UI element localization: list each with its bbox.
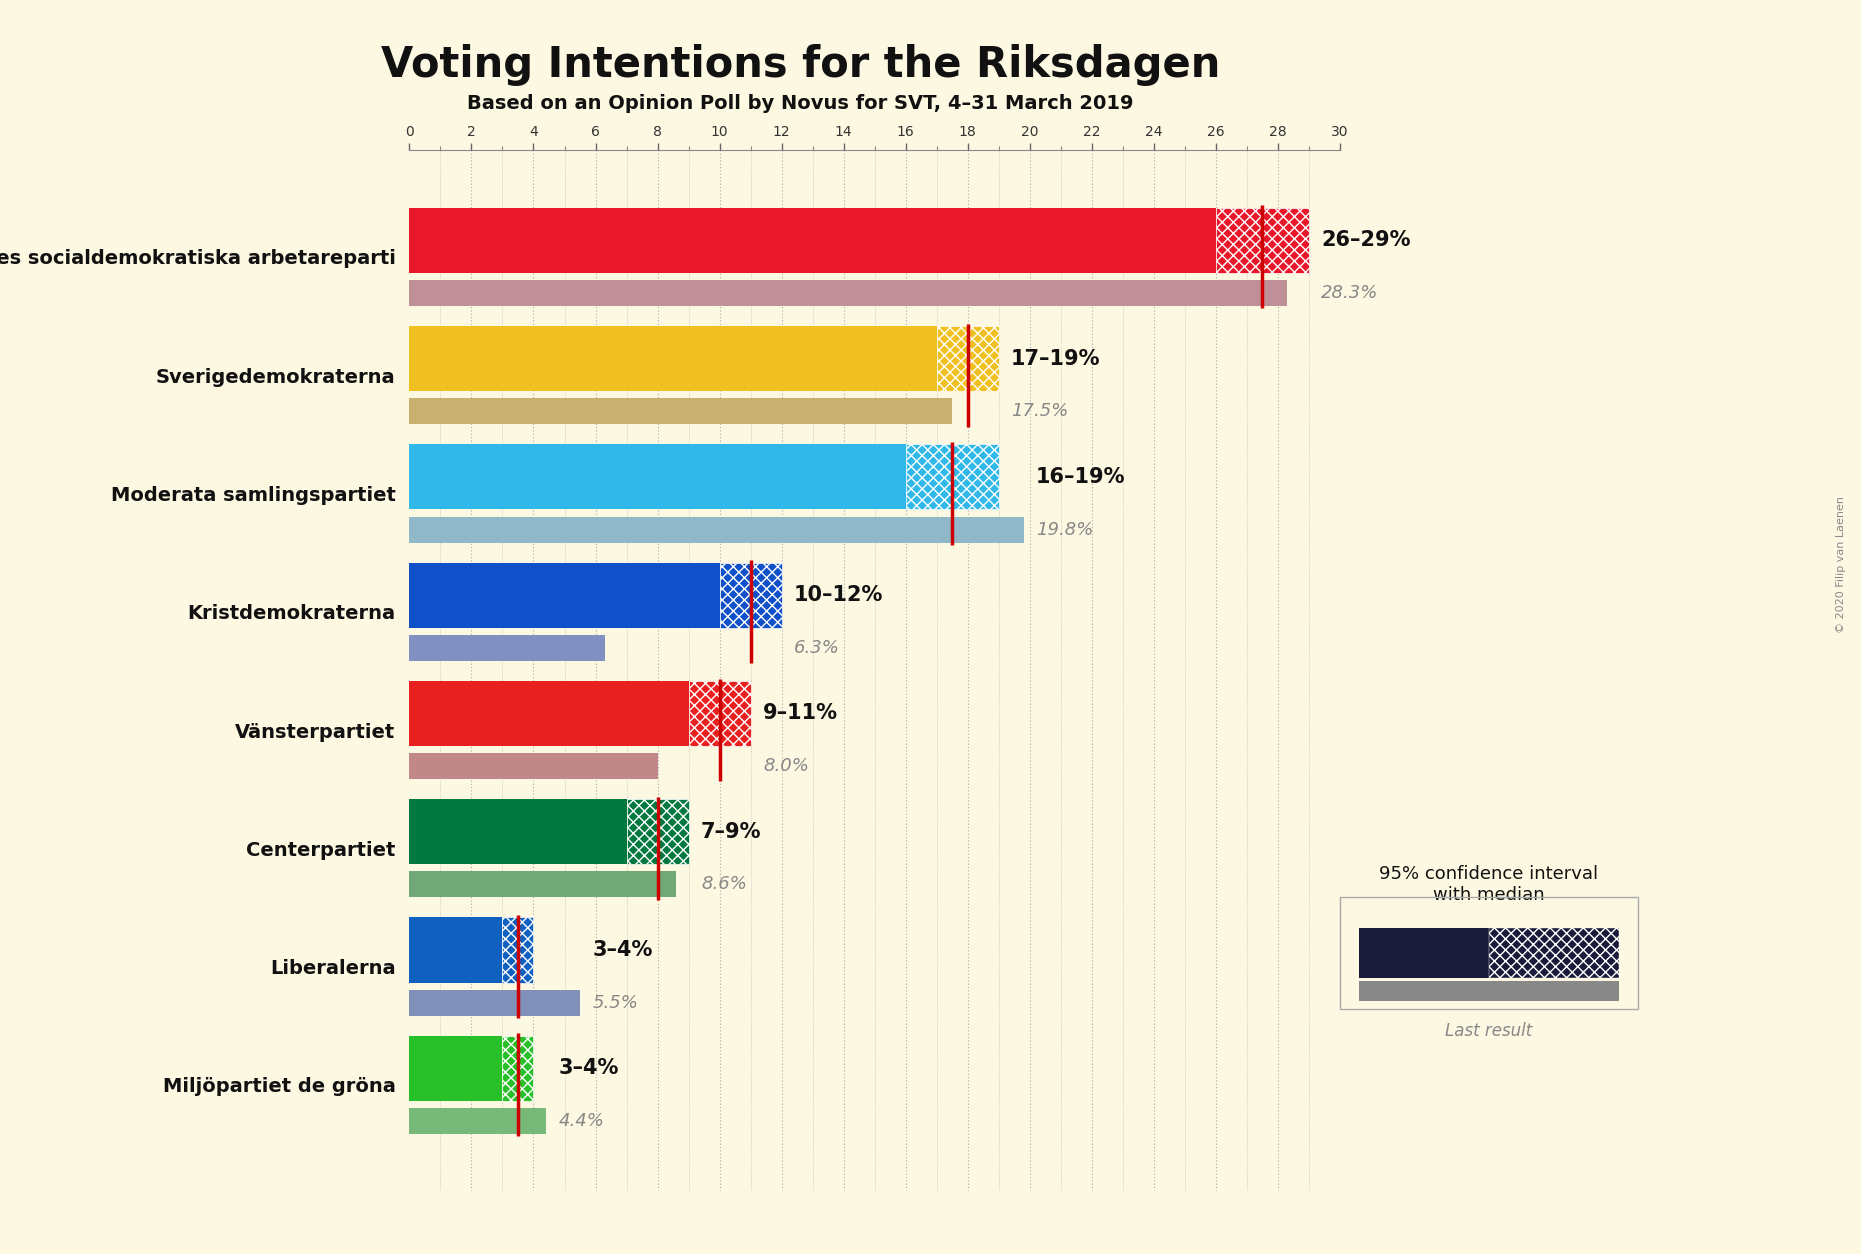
- Bar: [689, 681, 750, 746]
- Bar: [409, 754, 657, 779]
- Text: 5.5%: 5.5%: [592, 993, 638, 1012]
- Bar: [409, 280, 1288, 306]
- Bar: [409, 563, 720, 628]
- Text: 9–11%: 9–11%: [763, 703, 837, 724]
- Bar: [409, 1036, 502, 1101]
- Bar: [409, 799, 627, 864]
- Text: 17.5%: 17.5%: [1011, 403, 1068, 420]
- Text: 3–4%: 3–4%: [592, 940, 653, 961]
- Text: 19.8%: 19.8%: [1037, 520, 1092, 538]
- Text: 7–9%: 7–9%: [702, 821, 761, 841]
- Text: Voting Intentions for the Riksdagen: Voting Intentions for the Riksdagen: [380, 44, 1221, 85]
- Text: 28.3%: 28.3%: [1321, 283, 1379, 302]
- Bar: [409, 918, 502, 983]
- Text: 3–4%: 3–4%: [558, 1058, 618, 1078]
- Bar: [409, 989, 581, 1016]
- Text: 6.3%: 6.3%: [795, 638, 839, 657]
- Bar: [409, 208, 1215, 273]
- Bar: [409, 326, 936, 391]
- Text: 26–29%: 26–29%: [1321, 231, 1411, 251]
- Bar: [936, 326, 999, 391]
- Bar: [409, 681, 689, 746]
- Text: 17–19%: 17–19%: [1011, 349, 1100, 369]
- Text: 16–19%: 16–19%: [1037, 466, 1126, 487]
- Text: 95% confidence interval
with median: 95% confidence interval with median: [1379, 865, 1599, 904]
- Bar: [409, 517, 1024, 543]
- Bar: [906, 444, 999, 509]
- Bar: [1215, 208, 1308, 273]
- Text: 10–12%: 10–12%: [795, 586, 884, 606]
- Text: 8.0%: 8.0%: [763, 757, 810, 775]
- Bar: [409, 444, 906, 509]
- Bar: [409, 635, 605, 661]
- Text: 4.4%: 4.4%: [558, 1112, 605, 1130]
- Text: © 2020 Filip van Laenen: © 2020 Filip van Laenen: [1837, 495, 1846, 633]
- Text: Based on an Opinion Poll by Novus for SVT, 4–31 March 2019: Based on an Opinion Poll by Novus for SV…: [467, 94, 1133, 113]
- Bar: [502, 918, 534, 983]
- Bar: [409, 399, 953, 424]
- Bar: [409, 1109, 545, 1134]
- Bar: [720, 563, 782, 628]
- Bar: [409, 872, 676, 898]
- Text: 8.6%: 8.6%: [702, 875, 746, 893]
- Text: Last result: Last result: [1446, 1022, 1532, 1040]
- Bar: [502, 1036, 534, 1101]
- Bar: [627, 799, 689, 864]
